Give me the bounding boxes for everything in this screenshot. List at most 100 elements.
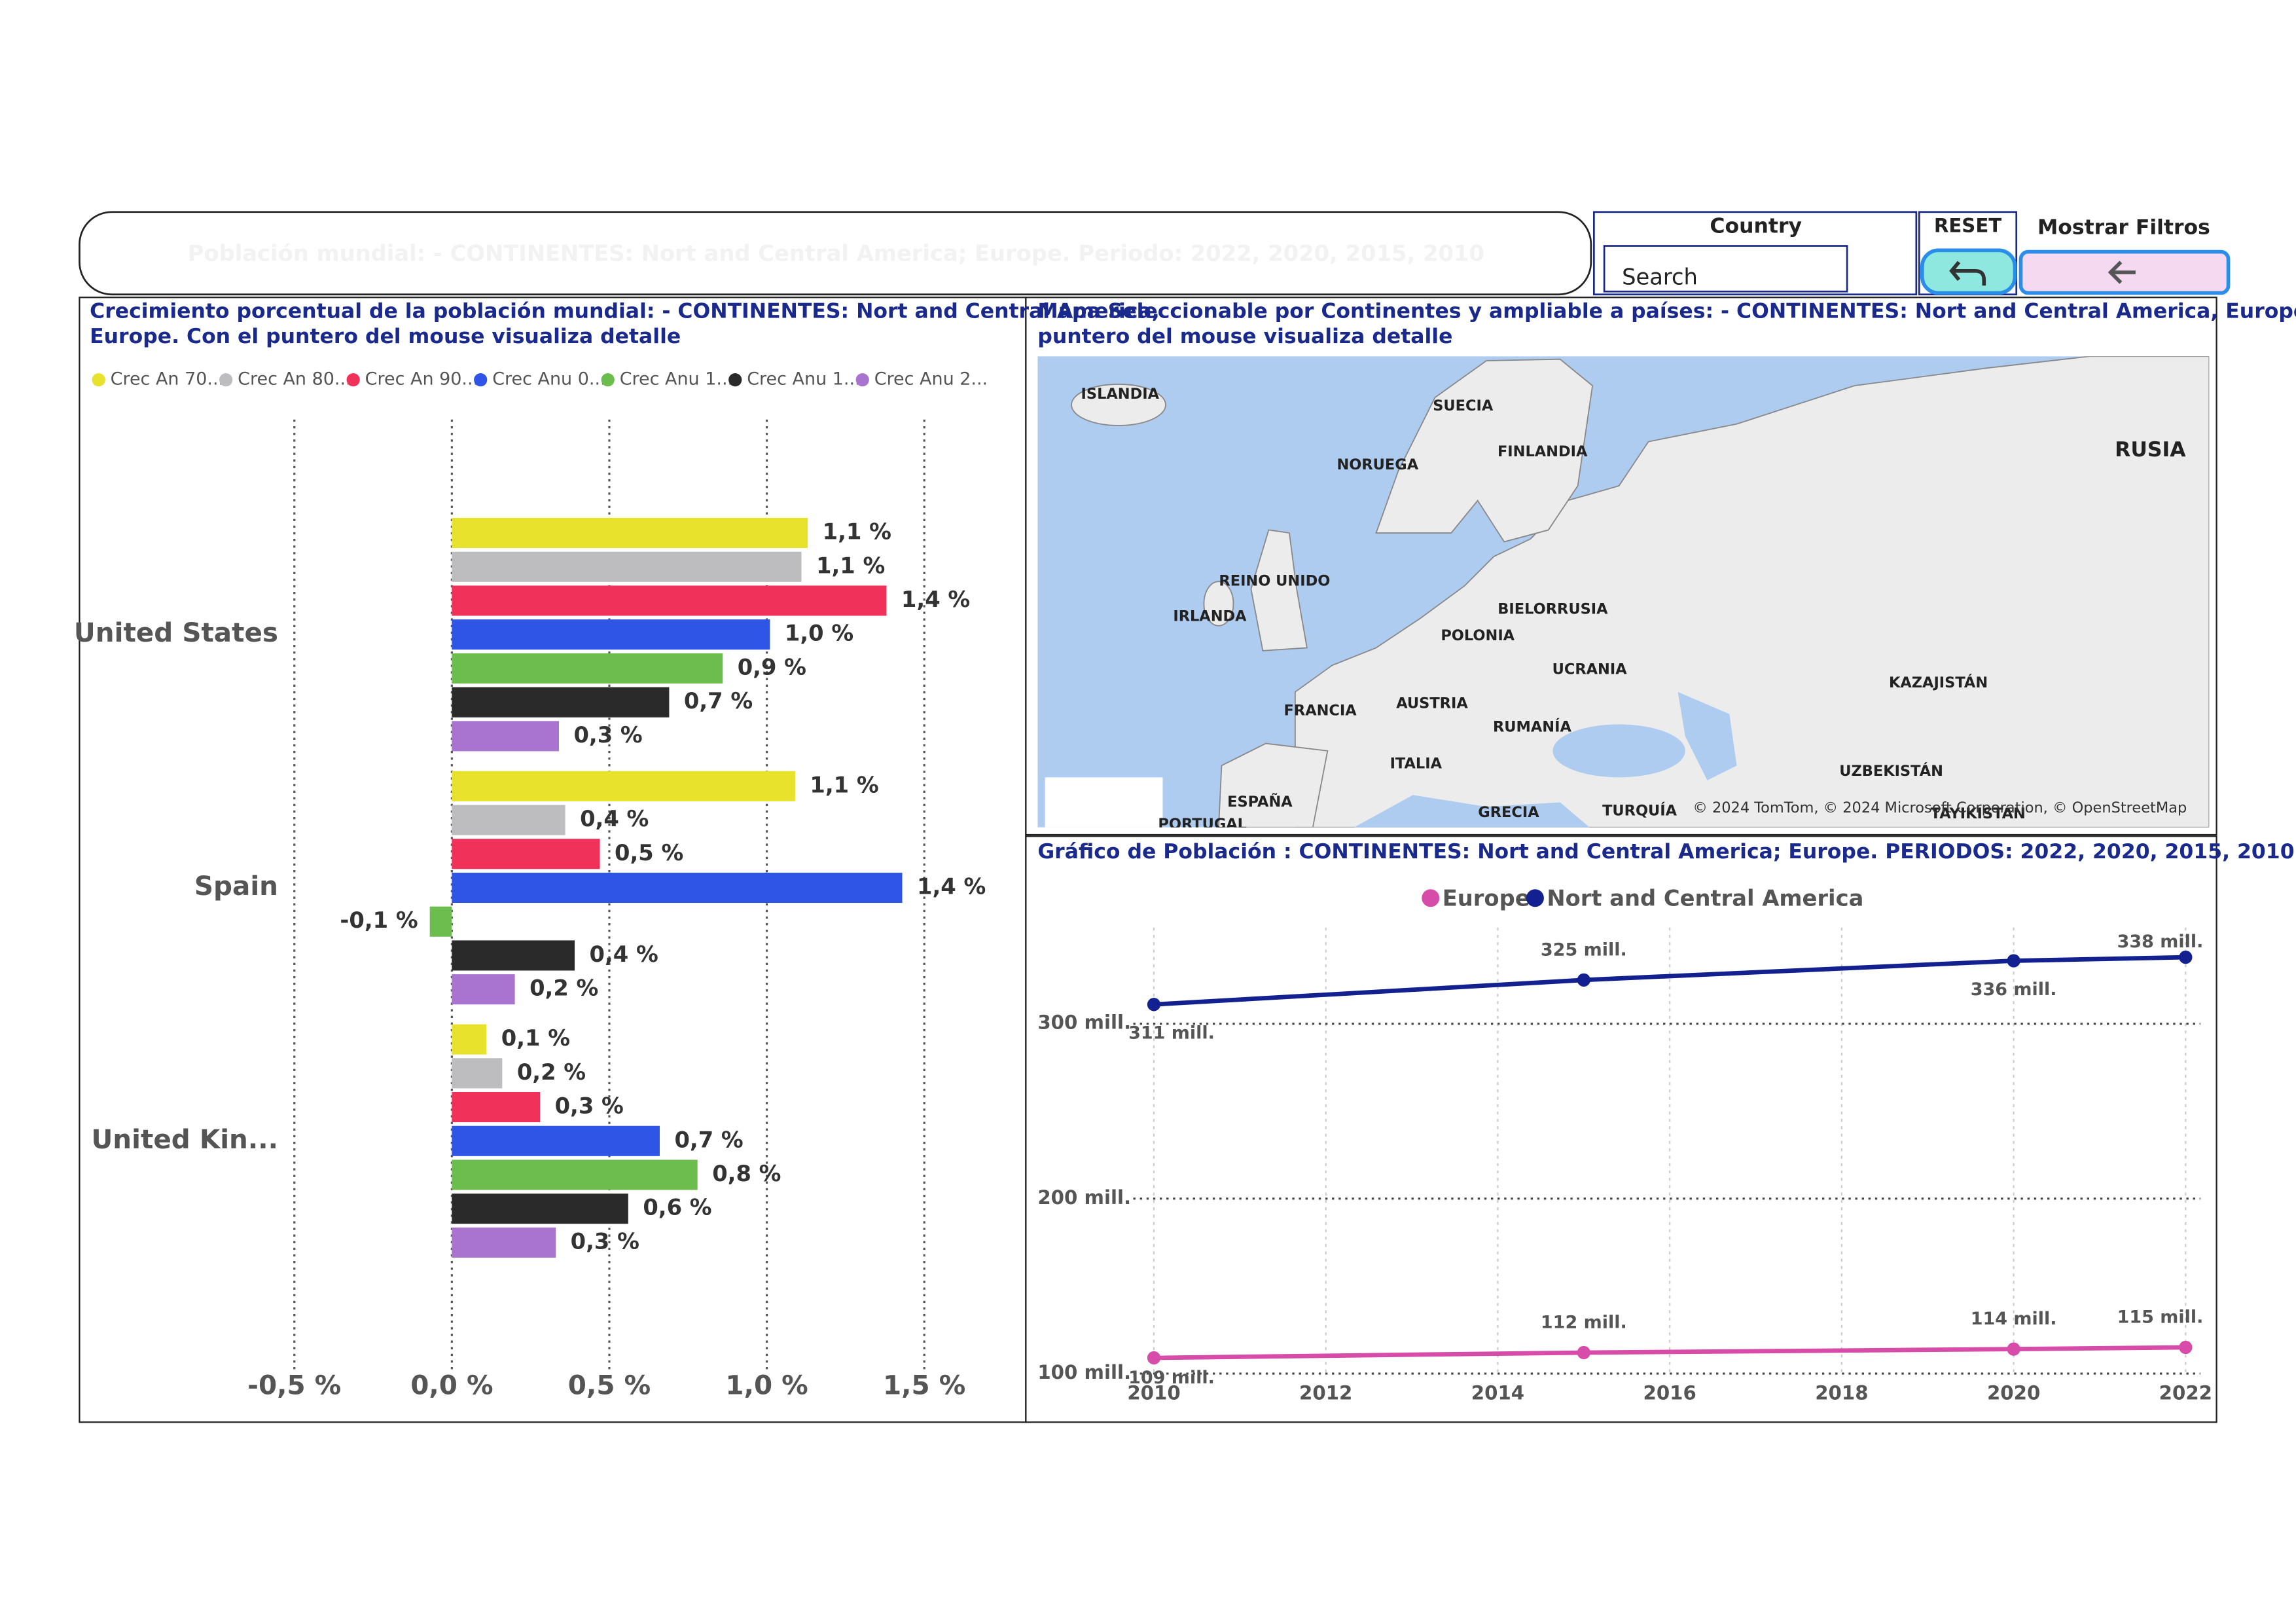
x-tick-label: 2016 [1643, 1382, 1696, 1404]
legend-marker [346, 373, 360, 387]
value-label: 325 mill. [1541, 939, 1627, 960]
legend-label: Crec Anu 1... [747, 369, 860, 390]
bar [452, 551, 802, 582]
legend-label: Crec Anu 2... [874, 369, 988, 390]
value-label: 0,1 % [501, 1025, 570, 1051]
x-tick-label: 0,5 % [568, 1369, 651, 1400]
map[interactable]: ISLANDIA SUECIA FINLANDIA NORUEGA RUSIA REINO… [1037, 356, 2210, 833]
value-label: 114 mill. [1971, 1309, 2057, 1329]
search-box[interactable] [1603, 245, 1848, 293]
map-overlay [1045, 777, 1163, 828]
map-label: FINLANDIA [1498, 443, 1588, 460]
show-filters-label: Mostrar Filtros [2037, 216, 2210, 240]
map-label: ESPAÑA [1227, 792, 1293, 811]
line [1153, 1345, 2186, 1360]
land [1071, 384, 1166, 426]
bar [452, 940, 575, 971]
map-label: UZBEKISTÁN [1839, 761, 1943, 780]
legend-label: Nort and Central America [1547, 885, 1863, 911]
value-label: 0,3 % [573, 722, 642, 748]
map-label: AUSTRIA [1396, 695, 1468, 712]
map-label: BIELORRUSIA [1498, 600, 1608, 617]
map-label: IRLANDA [1173, 608, 1247, 625]
legend-marker [92, 373, 105, 387]
value-label: 0,2 % [529, 976, 598, 1001]
bar-chart-title: Europe. Con el puntero del mouse visuali… [90, 325, 681, 348]
bar [452, 839, 600, 869]
back-icon [2108, 261, 2136, 284]
value-label: 0,7 % [674, 1127, 743, 1152]
map-label: ITALIA [1390, 756, 1443, 773]
map-label: RUSIA [2115, 438, 2186, 462]
bar [452, 805, 565, 835]
value-label: 1,4 % [901, 587, 970, 612]
point [2179, 951, 2193, 964]
value-label: 1,4 % [917, 873, 986, 899]
x-tick-label: 0,0 % [410, 1369, 493, 1400]
value-label: 0,5 % [615, 840, 683, 866]
map-title: Mapa Seleccionable por Continentes y amp… [1037, 300, 2296, 323]
map-title: puntero del mouse visualiza detalle [1037, 325, 1452, 348]
map-label: NORUEGA [1336, 456, 1418, 473]
map-label: TURQUÍA [1602, 801, 1677, 820]
value-label: 0,4 % [580, 806, 649, 831]
map-labels: ISLANDIA SUECIA FINLANDIA NORUEGA RUSIA REINO… [1081, 386, 2187, 833]
map-label: PORTUGAL [1158, 816, 1247, 833]
legend-label: Europe [1443, 885, 1530, 911]
caspian-sea [1677, 691, 1737, 780]
header-box [79, 211, 1592, 296]
x-tick-label: 1,5 % [883, 1369, 965, 1400]
legend-label: Crec An 80... [238, 369, 351, 390]
value-label: -0,1 % [340, 907, 418, 933]
bar [452, 872, 903, 903]
map-label: GRECIA [1478, 804, 1539, 821]
bar [452, 1058, 503, 1089]
bar [452, 1227, 556, 1258]
land [1218, 742, 1329, 828]
legend-marker [601, 373, 615, 387]
y-tick-label: 200 mill. [1037, 1186, 1131, 1209]
legend-marker [1526, 889, 1544, 907]
map-label: POLONIA [1441, 627, 1515, 644]
map-label: FRANCIA [1284, 702, 1357, 720]
legend-marker [855, 373, 869, 387]
land [1294, 356, 2210, 828]
bar [452, 1024, 487, 1055]
point [1147, 998, 1161, 1012]
country-label: Country [1710, 214, 1802, 238]
mediterranean [1354, 795, 1590, 828]
bar [452, 1194, 628, 1224]
line-chart-title: Gráfico de Población : CONTINENTES: Nort… [1037, 840, 2294, 864]
search-placeholder: Search [1622, 264, 1698, 290]
map-label: KAZAJISTÁN [1889, 673, 1988, 691]
legend-label: Crec Anu 0... [492, 369, 605, 390]
x-tick-label: 2022 [2159, 1382, 2212, 1404]
land [1375, 358, 1594, 543]
point [2007, 1342, 2020, 1356]
x-tick-label: 2010 [1127, 1382, 1180, 1404]
bar-chart-title: Crecimiento porcentual de la población m… [90, 300, 1160, 323]
point [2179, 1340, 2193, 1355]
map-label: ISLANDIA [1081, 386, 1160, 403]
value-label: 338 mill. [2117, 932, 2204, 952]
header-title: Población mundial: - CONTINENTES: Nort a… [188, 241, 1484, 266]
point [2007, 954, 2020, 968]
x-tick-label: 2020 [1987, 1382, 2040, 1404]
y-tick-label: 100 mill. [1037, 1361, 1131, 1383]
legend-marker [474, 373, 488, 387]
value-label: 0,2 % [517, 1059, 586, 1085]
land [1250, 529, 1308, 651]
category-label: United Kin... [91, 1123, 278, 1155]
land [1203, 581, 1234, 627]
x-tick-label: 2012 [1299, 1382, 1352, 1404]
reset-label: RESET [1934, 214, 2001, 236]
map-label: TAYIKISTÁN [1931, 804, 2026, 822]
point [1147, 1351, 1161, 1365]
legend-label: Crec Anu 1... [620, 369, 733, 390]
category-label: United States [74, 617, 278, 648]
value-label: 0,3 % [555, 1093, 624, 1119]
bar [452, 653, 723, 684]
bar [452, 1159, 698, 1190]
